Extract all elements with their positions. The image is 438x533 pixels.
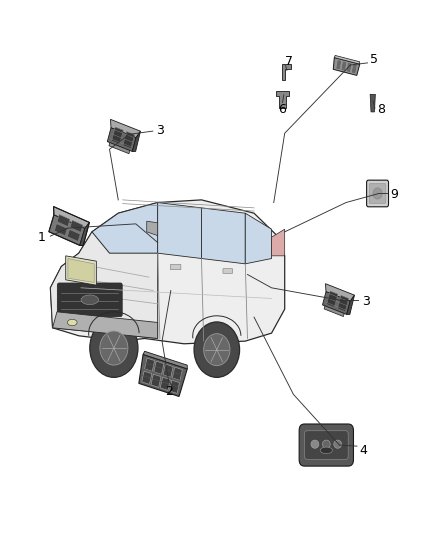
Polygon shape [276, 91, 289, 108]
Polygon shape [110, 119, 141, 138]
Polygon shape [245, 213, 272, 264]
Polygon shape [333, 58, 360, 75]
Polygon shape [53, 207, 89, 229]
Polygon shape [54, 224, 67, 236]
Polygon shape [142, 371, 152, 384]
Polygon shape [68, 259, 94, 282]
Ellipse shape [322, 440, 330, 448]
Circle shape [90, 319, 138, 377]
Ellipse shape [81, 295, 99, 305]
Polygon shape [272, 229, 285, 256]
Polygon shape [49, 215, 85, 245]
FancyBboxPatch shape [57, 283, 122, 317]
Polygon shape [338, 295, 349, 312]
Polygon shape [147, 221, 158, 236]
Polygon shape [92, 203, 158, 253]
Polygon shape [163, 364, 173, 377]
Polygon shape [107, 128, 136, 151]
Polygon shape [346, 62, 352, 72]
Polygon shape [334, 55, 360, 64]
Polygon shape [351, 63, 357, 74]
Text: 5: 5 [371, 53, 378, 66]
Polygon shape [154, 361, 164, 374]
Polygon shape [370, 94, 375, 112]
Polygon shape [132, 131, 141, 151]
Polygon shape [346, 295, 354, 314]
Polygon shape [143, 351, 187, 369]
Polygon shape [170, 380, 180, 393]
Polygon shape [324, 306, 344, 317]
Polygon shape [325, 284, 354, 301]
Text: 3: 3 [362, 295, 370, 308]
Polygon shape [336, 60, 342, 70]
Circle shape [373, 188, 382, 199]
Text: 1: 1 [38, 231, 46, 244]
Polygon shape [50, 200, 285, 344]
FancyBboxPatch shape [367, 180, 389, 207]
Polygon shape [322, 292, 350, 314]
Polygon shape [282, 64, 291, 80]
Text: 2: 2 [165, 385, 173, 398]
Polygon shape [160, 377, 170, 390]
FancyBboxPatch shape [304, 431, 348, 459]
Polygon shape [123, 132, 134, 149]
Circle shape [204, 334, 230, 366]
Polygon shape [67, 229, 80, 241]
Polygon shape [201, 208, 245, 264]
Text: 3: 3 [156, 124, 164, 137]
Polygon shape [158, 203, 201, 259]
Polygon shape [151, 374, 161, 387]
Text: 4: 4 [360, 444, 367, 457]
Text: 8: 8 [377, 103, 385, 116]
FancyBboxPatch shape [170, 264, 181, 270]
Polygon shape [327, 291, 338, 308]
Ellipse shape [320, 447, 332, 454]
Polygon shape [53, 312, 158, 338]
Text: 7: 7 [285, 55, 293, 68]
Polygon shape [173, 367, 182, 381]
FancyBboxPatch shape [369, 183, 386, 204]
Ellipse shape [67, 319, 77, 326]
Polygon shape [50, 232, 158, 338]
Polygon shape [139, 354, 187, 397]
Polygon shape [145, 358, 155, 372]
Polygon shape [80, 222, 89, 246]
Polygon shape [341, 61, 347, 71]
Ellipse shape [334, 440, 342, 448]
Circle shape [100, 331, 128, 365]
Polygon shape [109, 143, 130, 154]
FancyBboxPatch shape [223, 269, 233, 273]
Polygon shape [57, 214, 70, 227]
FancyBboxPatch shape [299, 424, 353, 466]
Polygon shape [70, 220, 83, 232]
Circle shape [194, 322, 240, 377]
Text: 9: 9 [390, 188, 398, 201]
Ellipse shape [311, 440, 319, 448]
Polygon shape [66, 256, 96, 285]
Text: 6: 6 [279, 103, 286, 116]
Polygon shape [112, 127, 124, 144]
